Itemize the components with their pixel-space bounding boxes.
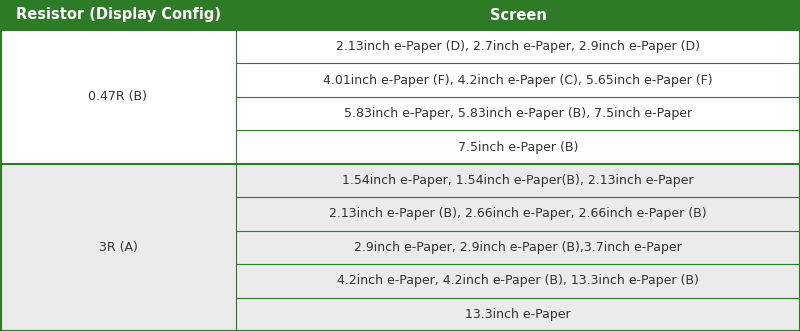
Bar bbox=[236, 97, 800, 130]
Bar bbox=[236, 130, 800, 164]
Bar bbox=[0, 0, 800, 30]
Text: Resistor (Display Config): Resistor (Display Config) bbox=[15, 8, 221, 23]
Text: 4.01inch e-Paper (F), 4.2inch e-Paper (C), 5.65inch e-Paper (F): 4.01inch e-Paper (F), 4.2inch e-Paper (C… bbox=[323, 74, 713, 87]
Text: 7.5inch e-Paper (B): 7.5inch e-Paper (B) bbox=[458, 141, 578, 154]
Text: 4.2inch e-Paper, 4.2inch e-Paper (B), 13.3inch e-Paper (B): 4.2inch e-Paper, 4.2inch e-Paper (B), 13… bbox=[337, 274, 699, 287]
Text: 5.83inch e-Paper, 5.83inch e-Paper (B), 7.5inch e-Paper: 5.83inch e-Paper, 5.83inch e-Paper (B), … bbox=[344, 107, 692, 120]
Bar bbox=[236, 264, 800, 298]
Bar bbox=[236, 231, 800, 264]
Text: 2.13inch e-Paper (B), 2.66inch e-Paper, 2.66inch e-Paper (B): 2.13inch e-Paper (B), 2.66inch e-Paper, … bbox=[329, 208, 707, 220]
Bar bbox=[236, 298, 800, 331]
Bar bbox=[236, 30, 800, 64]
Text: 0.47R (B): 0.47R (B) bbox=[89, 90, 147, 103]
Text: 3R (A): 3R (A) bbox=[98, 241, 138, 254]
Bar bbox=[236, 197, 800, 231]
Bar bbox=[0, 30, 236, 164]
Bar bbox=[236, 64, 800, 97]
Text: Screen: Screen bbox=[490, 8, 546, 23]
Bar bbox=[236, 164, 800, 197]
Text: 1.54inch e-Paper, 1.54inch e-Paper(B), 2.13inch e-Paper: 1.54inch e-Paper, 1.54inch e-Paper(B), 2… bbox=[342, 174, 694, 187]
Text: 13.3inch e-Paper: 13.3inch e-Paper bbox=[465, 308, 571, 321]
Bar bbox=[0, 164, 236, 331]
Text: 2.13inch e-Paper (D), 2.7inch e-Paper, 2.9inch e-Paper (D): 2.13inch e-Paper (D), 2.7inch e-Paper, 2… bbox=[336, 40, 700, 53]
Text: 2.9inch e-Paper, 2.9inch e-Paper (B),3.7inch e-Paper: 2.9inch e-Paper, 2.9inch e-Paper (B),3.7… bbox=[354, 241, 682, 254]
